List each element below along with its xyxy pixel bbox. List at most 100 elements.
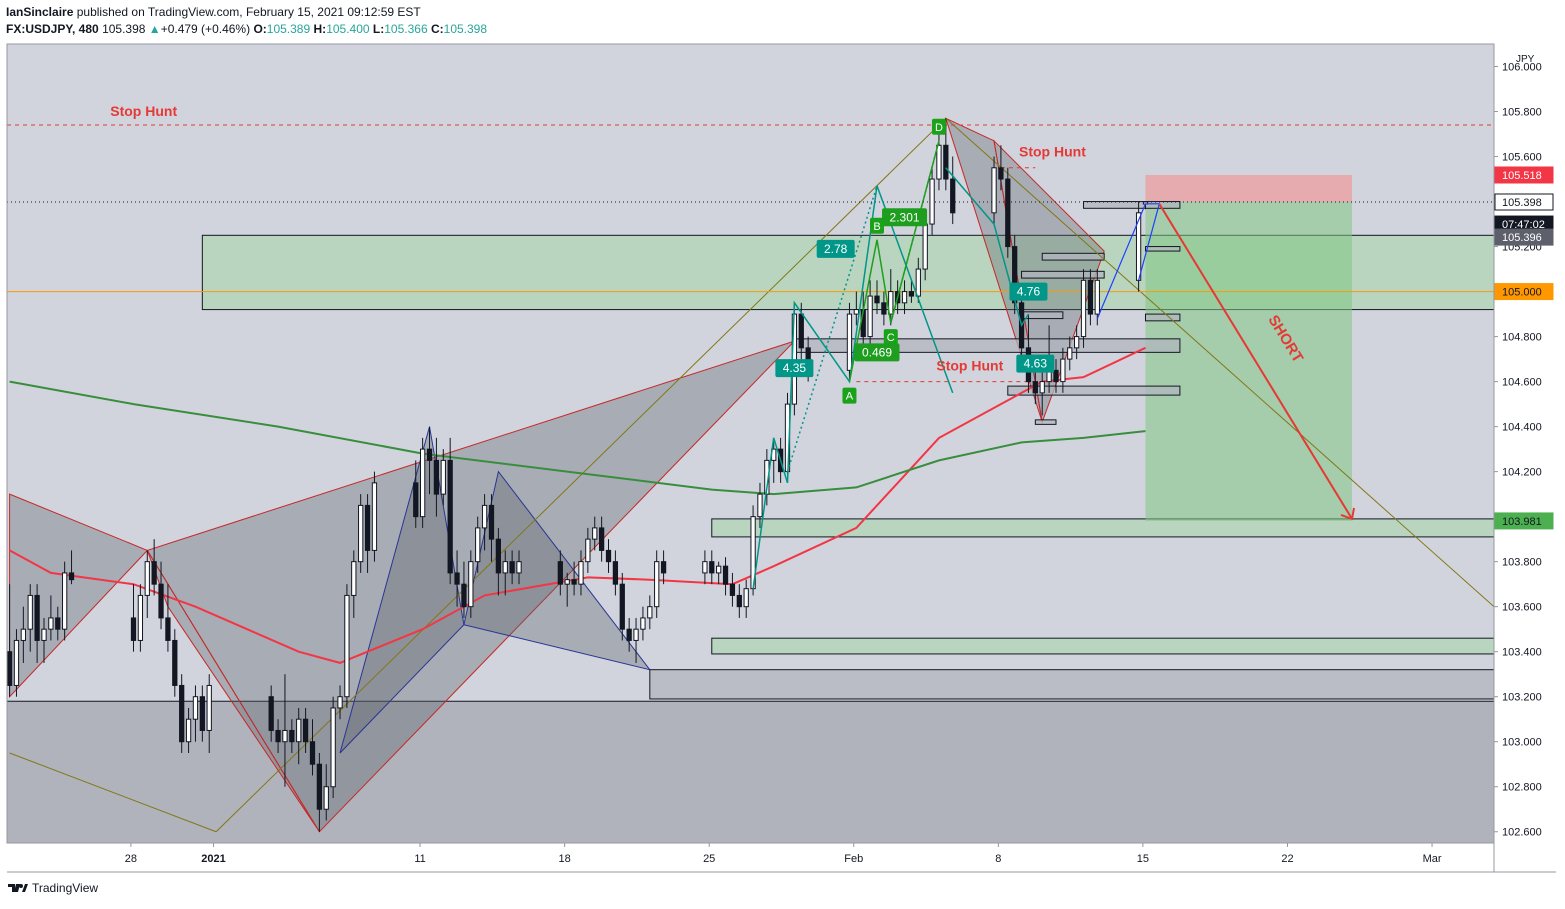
point-label-D: D — [935, 122, 943, 134]
time-tick-label: 25 — [703, 853, 715, 865]
candle-body — [144, 561, 150, 596]
candle-body — [282, 729, 288, 743]
candle-body — [440, 459, 446, 495]
candle-body — [716, 565, 722, 574]
price-label-5: 103.981 — [1502, 516, 1542, 528]
candle-body — [633, 628, 639, 641]
price-tick-label: 103.000 — [1502, 737, 1542, 749]
candle-body — [426, 448, 433, 461]
candle-body — [495, 538, 501, 574]
ratio-badge-0 — [816, 239, 855, 258]
candle-body — [915, 268, 921, 297]
stop-hunt-label-0: Stop Hunt — [110, 103, 177, 119]
candle-body — [1039, 381, 1045, 394]
price-tick-label: 104.600 — [1502, 377, 1542, 389]
candle-body — [729, 583, 736, 596]
candle-body — [481, 504, 488, 529]
price-tick-label: 103.400 — [1502, 647, 1542, 659]
candle-body — [179, 684, 185, 743]
candle-body — [172, 639, 178, 686]
candle-body — [901, 291, 908, 304]
last-price: 105.398 — [102, 22, 146, 36]
time-tick-label: Feb — [844, 853, 863, 865]
symbol-label[interactable]: FX:USDJPY, 480 — [6, 22, 99, 36]
candle-body — [296, 718, 302, 743]
grey-zone-4 — [1144, 246, 1181, 252]
harmonic-green-dotted — [890, 140, 940, 324]
lower-grey-region — [7, 701, 1494, 843]
price-tick-label: 105.600 — [1502, 152, 1542, 164]
candle-body — [922, 223, 928, 270]
candle-body — [585, 538, 591, 563]
stop-loss-area — [1145, 174, 1353, 202]
price-label-bg-1 — [1494, 193, 1554, 211]
ratio-label-3: 4.35 — [783, 361, 807, 375]
pattern-right-triangle — [993, 139, 1105, 425]
chart-header: IanSinclaire published on TradingView.co… — [6, 4, 1546, 38]
candle-body — [13, 639, 20, 686]
price-tick-label: 104.200 — [1502, 467, 1542, 479]
candle-body — [433, 459, 440, 495]
candle-body — [1080, 279, 1087, 338]
candle-body — [991, 167, 997, 214]
short-arrow-head — [1340, 507, 1355, 521]
price-tick-label: 102.600 — [1502, 827, 1542, 839]
candle-body — [888, 291, 894, 315]
ratio-badge-1 — [882, 208, 928, 227]
candle-body — [323, 786, 329, 810]
candle-body — [1087, 279, 1094, 315]
candle-body — [943, 144, 949, 180]
candle-body — [413, 482, 419, 518]
candle-body — [468, 561, 474, 608]
candle-body — [1067, 347, 1073, 360]
candle-body — [612, 561, 619, 585]
time-tick-label: 2021 — [201, 853, 225, 865]
grey-zone-6 — [1041, 252, 1105, 261]
candle-body — [1060, 358, 1066, 383]
price-tick-label: 102.800 — [1502, 782, 1542, 794]
candle-body — [640, 617, 646, 630]
close-label: C: — [430, 22, 444, 36]
time-tick-label: Mar — [1423, 853, 1442, 865]
harmonic-blue-leg — [1096, 203, 1161, 319]
ratio-badge-5 — [1016, 354, 1055, 373]
price-unit-label: JPY — [1516, 54, 1535, 65]
candle-body — [1005, 178, 1011, 248]
candle-body — [867, 295, 873, 338]
pattern-mid-triangle-1 — [339, 426, 465, 754]
moving-average-ma_fast — [9, 346, 1146, 664]
price-label-3: 105.396 — [1502, 232, 1542, 244]
ratio-badge-4 — [1009, 282, 1048, 301]
candle-body — [185, 718, 192, 743]
author-name[interactable]: IanSinclaire — [6, 5, 74, 19]
candle-body — [41, 628, 47, 641]
ratio-badge-2 — [854, 343, 900, 362]
open-label: O: — [253, 22, 267, 36]
candle-body — [647, 606, 653, 619]
time-tick-label: 11 — [414, 853, 425, 865]
candle-body — [1012, 246, 1018, 304]
stop-hunt-label-2: Stop Hunt — [936, 357, 1003, 373]
candle-body — [364, 504, 371, 551]
candle-body — [619, 583, 625, 630]
price-label-bg-3 — [1494, 228, 1554, 246]
time-tick-label: 8 — [995, 853, 1001, 865]
grey-zone-9 — [1034, 419, 1057, 425]
candle-body — [34, 594, 40, 641]
candle-body — [268, 696, 274, 731]
point-badge-D — [931, 118, 946, 135]
candle-body — [1053, 369, 1059, 383]
candle-body — [447, 459, 453, 574]
tradingview-brand[interactable]: TradingView — [32, 881, 99, 895]
time-tick-label: 28 — [125, 853, 137, 865]
grey-zone-5 — [1144, 313, 1181, 322]
candle-body — [722, 565, 729, 585]
candle-body — [309, 741, 316, 765]
candle-body — [27, 594, 33, 630]
candle-body — [55, 617, 61, 630]
point-badge-A — [842, 387, 857, 404]
candle-body — [709, 561, 715, 574]
candle-body — [936, 144, 942, 180]
ratio-badge-3 — [775, 359, 814, 378]
